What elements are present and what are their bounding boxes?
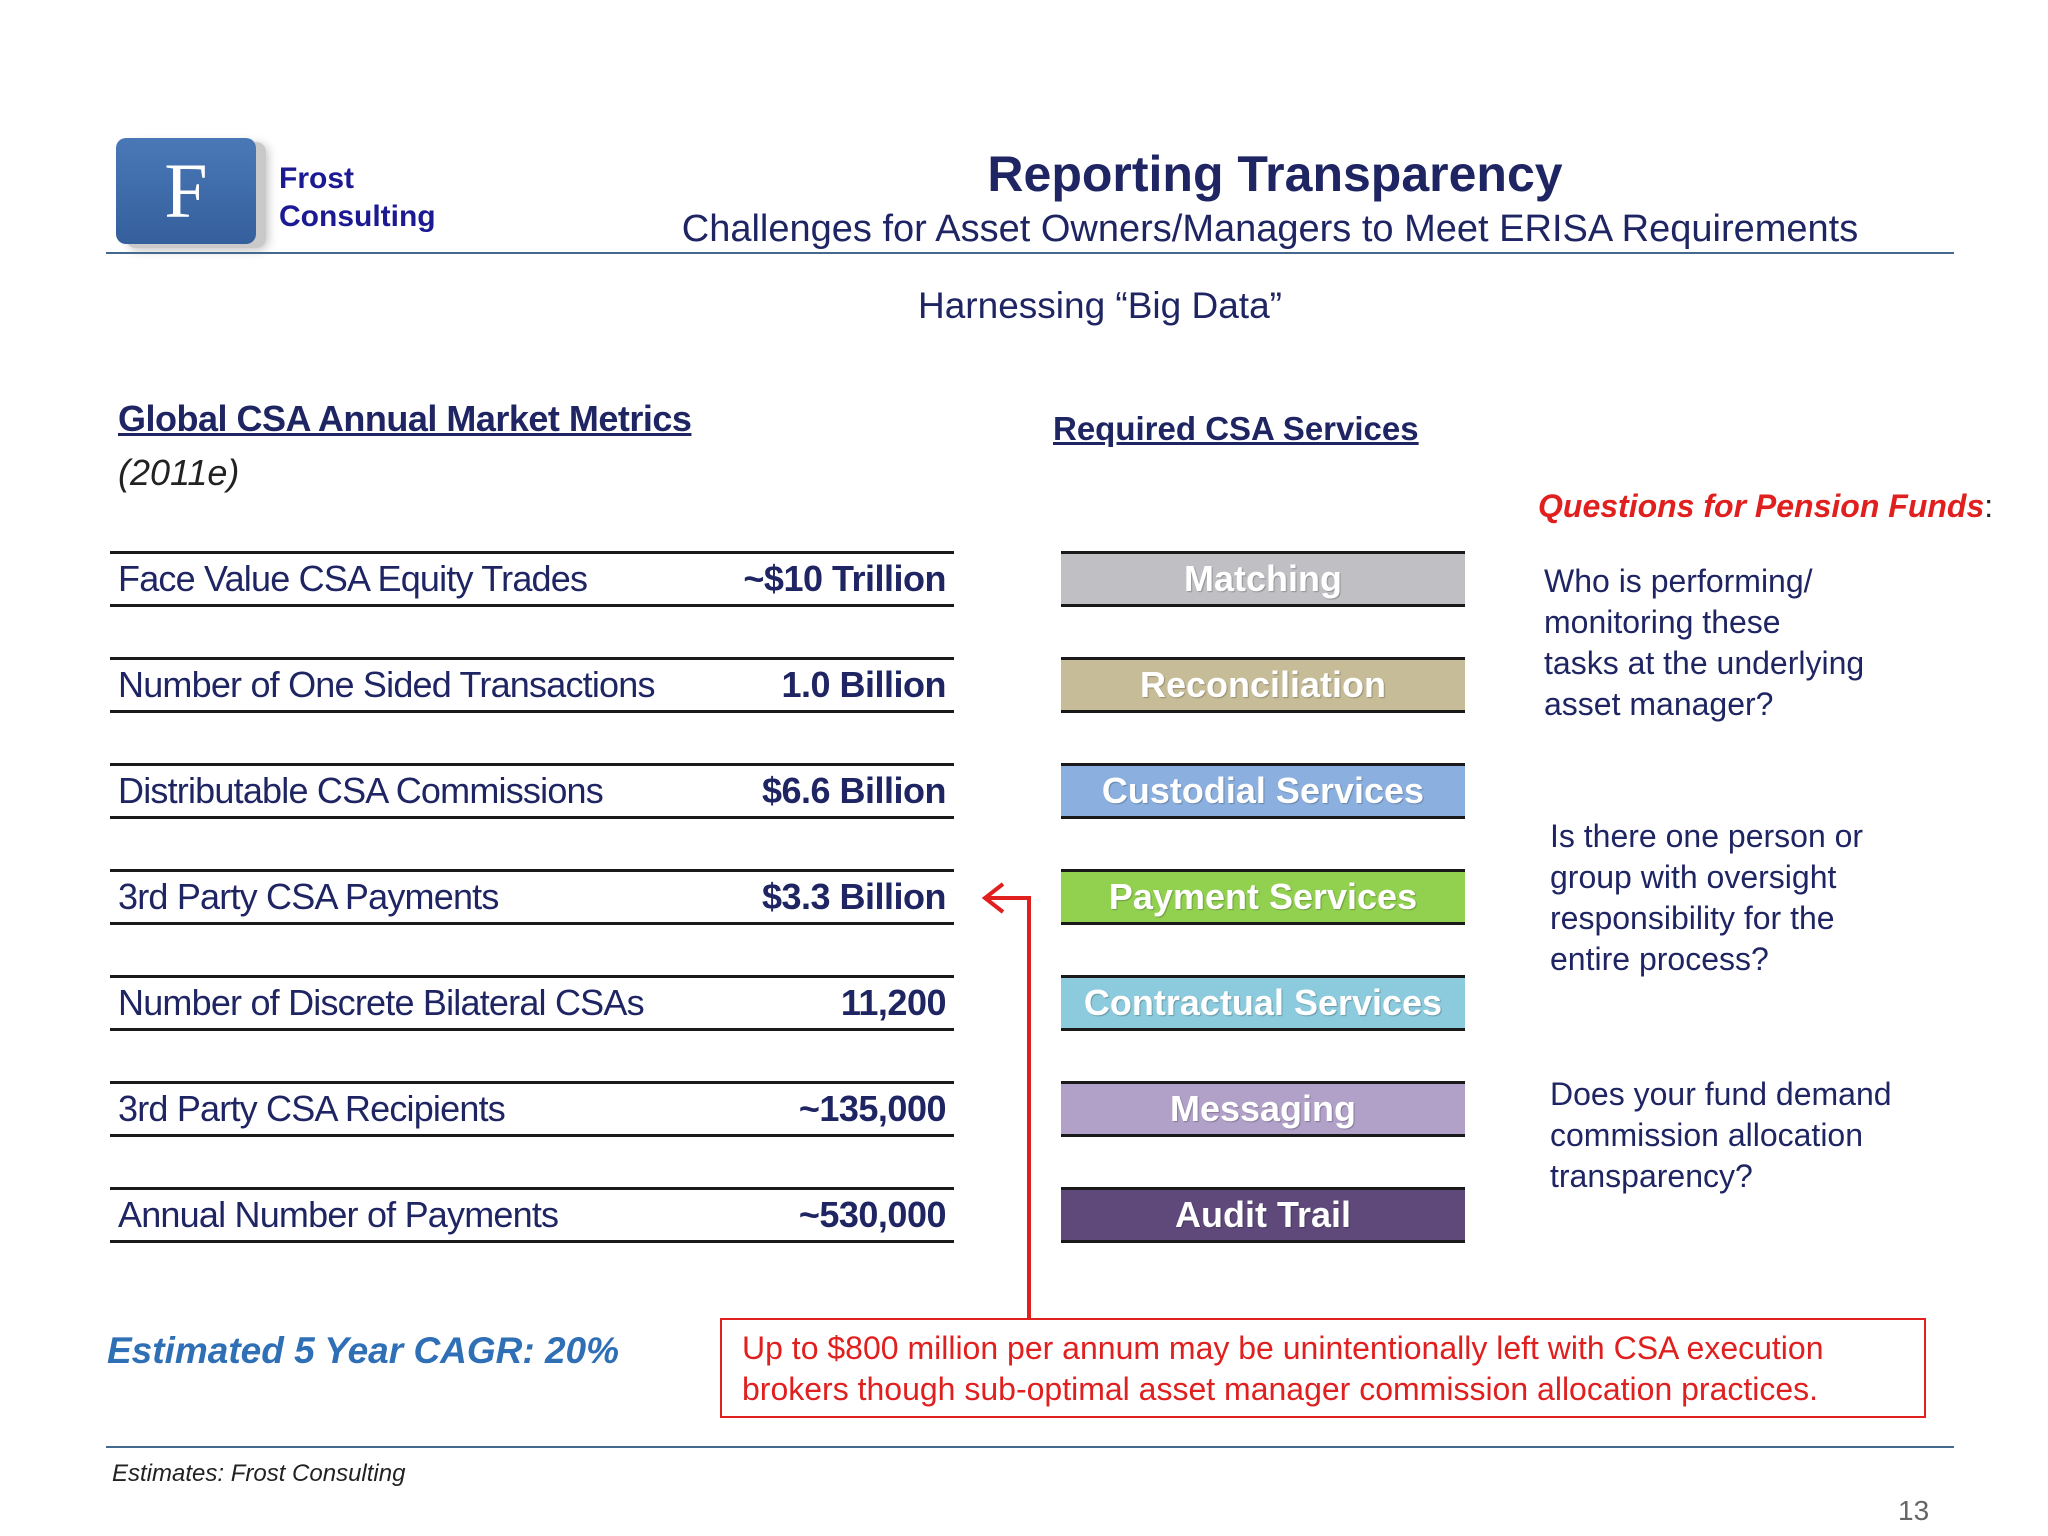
question-line: responsibility for the [1550, 900, 1835, 936]
page-number: 13 [1898, 1495, 1930, 1526]
question-3: Does your fund demand commission allocat… [1550, 1074, 1950, 1197]
metric-value: ~$10 Trillion [743, 558, 946, 599]
service-messaging: Messaging [1061, 1081, 1465, 1137]
service-custodial: Custodial Services [1061, 763, 1465, 819]
footer-source-note: Estimates: Frost Consulting [112, 1460, 406, 1487]
logo-wordmark: Frost Consulting [279, 160, 436, 236]
metric-label: Number of One Sided Transactions [118, 664, 656, 705]
service-audit-trail: Audit Trail [1061, 1187, 1465, 1243]
metric-label: Distributable CSA Commissions [118, 770, 604, 811]
metric-row: Distributable CSA Commissions $6.6 Billi… [110, 763, 954, 819]
questions-heading-colon: : [1984, 488, 1994, 524]
service-contractual: Contractual Services [1061, 975, 1465, 1031]
logo-badge: F [116, 138, 256, 244]
logo-line-2: Consulting [279, 200, 436, 233]
metric-label: Face Value CSA Equity Trades [118, 558, 588, 599]
metric-row: Annual Number of Payments ~530,000 [110, 1187, 954, 1243]
questions-heading: Questions for Pension Funds: [1538, 488, 1993, 525]
metric-label: Number of Discrete Bilateral CSAs [118, 982, 645, 1023]
page-title: Reporting Transparency [987, 146, 1563, 202]
question-2: Is there one person or group with oversi… [1550, 816, 1950, 980]
metric-value: 11,200 [840, 982, 947, 1023]
metric-value: 1.0 Billion [781, 664, 946, 705]
services-heading: Required CSA Services [1053, 410, 1419, 447]
service-payment: Payment Services [1061, 869, 1465, 925]
metric-label: 3rd Party CSA Payments [118, 876, 499, 917]
metrics-heading: Global CSA Annual Market Metrics [118, 398, 692, 439]
service-reconciliation: Reconciliation [1061, 657, 1465, 713]
questions-heading-text: Questions for Pension Funds [1538, 488, 1985, 524]
page-subtitle: Challenges for Asset Owners/Managers to … [681, 208, 1859, 250]
question-1: Who is performing/ monitoring these task… [1544, 561, 1944, 725]
cagr-estimate: Estimated 5 Year CAGR: 20% [107, 1330, 620, 1371]
tagline: Harnessing “Big Data” [918, 285, 1282, 326]
question-line: Does your fund demand [1550, 1076, 1892, 1112]
arrow-line [987, 896, 1031, 1319]
metric-value: ~530,000 [798, 1194, 947, 1235]
metric-row: 3rd Party CSA Payments $3.3 Billion [110, 869, 954, 925]
metrics-period: (2011e) [118, 452, 240, 493]
question-line: monitoring these [1544, 604, 1781, 640]
metric-value: $3.3 Billion [761, 876, 947, 917]
metric-value: $6.6 Billion [761, 770, 947, 811]
question-line: transparency? [1550, 1158, 1753, 1194]
logo-letter: F [164, 147, 208, 234]
metric-row: 3rd Party CSA Recipients ~135,000 [110, 1081, 954, 1137]
service-matching: Matching [1061, 551, 1465, 607]
header-divider [106, 252, 1954, 254]
logo-line-1: Frost [279, 162, 354, 195]
footer-divider [106, 1446, 1954, 1448]
question-line: commission allocation [1550, 1117, 1864, 1153]
metric-row: Number of Discrete Bilateral CSAs 11,200 [110, 975, 954, 1031]
metric-label: Annual Number of Payments [118, 1194, 559, 1235]
question-line: group with oversight [1550, 859, 1837, 895]
question-line: Who is performing/ [1544, 563, 1813, 599]
callout-line-2: brokers though sub-optimal asset manager… [742, 1371, 1819, 1407]
question-line: tasks at the underlying [1544, 645, 1865, 681]
metric-row: Number of One Sided Transactions 1.0 Bil… [110, 657, 954, 713]
arrow-head-icon [981, 882, 1005, 914]
callout-line-1: Up to $800 million per annum may be unin… [742, 1330, 1824, 1366]
metric-row: Face Value CSA Equity Trades ~$10 Trilli… [110, 551, 954, 607]
question-line: Is there one person or [1550, 818, 1864, 854]
metric-value: ~135,000 [798, 1088, 947, 1129]
question-line: entire process? [1550, 941, 1769, 977]
question-line: asset manager? [1544, 686, 1774, 722]
metric-label: 3rd Party CSA Recipients [118, 1088, 506, 1129]
callout-box: Up to $800 million per annum may be unin… [720, 1318, 1926, 1418]
